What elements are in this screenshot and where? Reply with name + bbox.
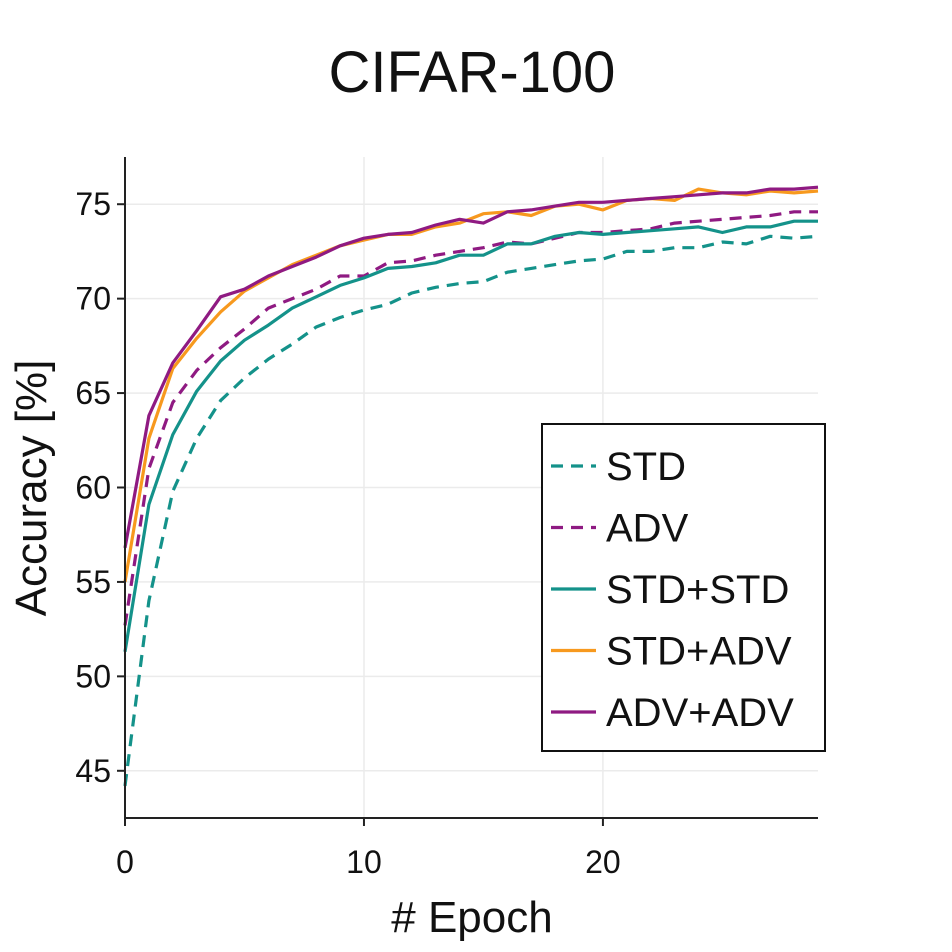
legend-label-adv-plus-adv: ADV+ADV	[606, 691, 794, 735]
y-tick-label-75: 75	[75, 186, 111, 222]
y-tick-label-65: 65	[75, 375, 111, 411]
legend-label-std-plus-std: STD+STD	[606, 568, 789, 612]
x-axis-label: # Epoch	[391, 893, 552, 942]
series-line-adv-plus-adv	[123, 185, 819, 549]
y-tick-label-55: 55	[75, 564, 111, 600]
y-axis-ticks: 45 50 55 60 65 70 75	[75, 186, 125, 789]
legend-label-std-plus-adv: STD+ADV	[606, 630, 792, 674]
x-tick-label-20: 20	[585, 844, 621, 880]
y-tick-label-45: 45	[75, 753, 111, 789]
legend-label-std: STD	[606, 445, 686, 489]
y-tick-label-60: 60	[75, 470, 111, 506]
legend-label-adv: ADV	[606, 507, 689, 551]
series-layer	[123, 185, 819, 787]
series-line-std	[123, 234, 819, 787]
series-line-std-plus-std	[123, 219, 818, 653]
series-line-std-plus-adv	[123, 187, 819, 583]
y-axis-label: Accuracy [%]	[7, 360, 56, 617]
chart-title: CIFAR-100	[329, 40, 616, 105]
y-tick-label-50: 50	[75, 658, 111, 694]
x-tick-label-10: 10	[346, 844, 382, 880]
y-tick-label-70: 70	[75, 281, 111, 317]
series-line-adv	[123, 210, 818, 626]
x-axis-ticks: 0 10 20	[116, 818, 621, 880]
legend: STD ADV STD+STD STD+ADV ADV+ADV	[541, 423, 826, 752]
x-tick-label-0: 0	[116, 844, 134, 880]
